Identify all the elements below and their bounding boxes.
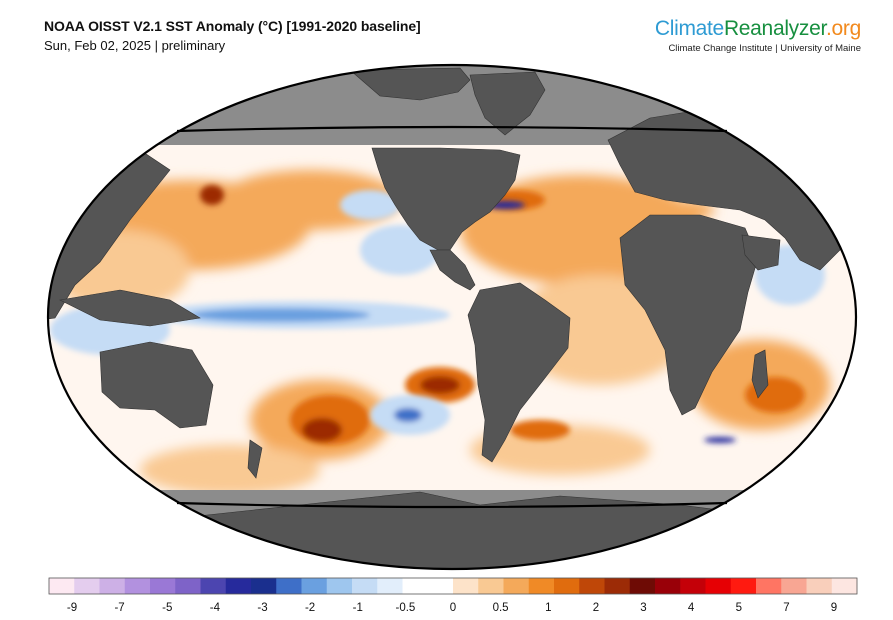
colorbar-swatch [276, 578, 302, 594]
colorbar-tick-label: 0 [450, 602, 456, 614]
colorbar-tick-label: -3 [257, 602, 267, 614]
colorbar-tick-label: 0.5 [493, 602, 509, 614]
colorbar-swatches [49, 578, 858, 594]
colorbar-tick-label: 9 [831, 602, 837, 614]
colorbar-swatch [831, 578, 858, 594]
colorbar-swatch [326, 578, 353, 594]
antarctic-ice-boundary-line [176, 501, 728, 509]
map-globe [48, 65, 856, 569]
colorbar-tick-label: 7 [783, 602, 789, 614]
colorbar-tick-label: -2 [305, 602, 315, 614]
kuroshio-hot-spot [200, 185, 224, 205]
colorbar-swatch [150, 578, 176, 594]
colorbar-swatch [806, 578, 833, 594]
south-atlantic-south-warm-anomaly [470, 425, 650, 475]
colorbar-tick-label: -0.5 [395, 602, 415, 614]
south-pacific-cool-core [394, 408, 422, 422]
landmass-greenland [469, 71, 546, 136]
brand-name-part-1: Climate [654, 17, 724, 40]
landmass-north-america [371, 147, 521, 251]
colorbar-tick-label: -5 [162, 602, 172, 614]
globe-outline [46, 63, 858, 571]
colorbar-tick-label: -7 [114, 602, 124, 614]
colorbar-tick-labels: -9 -7 -5 -4 -3 -2 -1 -0.5 0 0.5 1 2 3 4 5 7 9 [67, 602, 837, 614]
landmass-africa [619, 214, 759, 416]
colorbar-swatch [200, 578, 227, 594]
colorbar-swatch [251, 578, 277, 594]
landmass-australia [99, 341, 214, 429]
brazil-current-warm-anomaly [510, 420, 570, 440]
brand-logo[interactable]: ClimateReanalyzer.org Climate Change Ins… [655, 17, 861, 54]
colorbar-tick-label: 1 [545, 602, 551, 614]
landmass-madagascar [751, 349, 769, 399]
colorbar-swatch [453, 578, 479, 594]
colorbar-tick-label: 2 [593, 602, 599, 614]
colorbar-swatch [756, 578, 782, 594]
colorbar-swatch [528, 578, 555, 594]
colorbar-tick-label: -9 [67, 602, 77, 614]
colorbar-swatch [604, 578, 631, 594]
landmass-maritime-continent [59, 289, 201, 327]
colorbar-swatch [175, 578, 201, 594]
landmass-south-america [467, 282, 571, 463]
landmass-arabian-peninsula [741, 234, 781, 271]
colorbar-swatch [99, 578, 126, 594]
colorbar-tick-label: 4 [688, 602, 695, 614]
map-title: NOAA OISST V2.1 SST Anomaly (°C) [1991-2… [44, 18, 421, 34]
colorbar-swatch [377, 578, 403, 594]
south-pacific-hot-core [302, 418, 342, 442]
colorbar-tick-label: 5 [736, 602, 742, 614]
arctic-ice-boundary-line [176, 125, 728, 133]
colorbar-swatch [74, 578, 100, 594]
colorbar-swatch [225, 578, 252, 594]
colorbar-swatch [427, 578, 454, 594]
cool-anomaly-layer [50, 190, 825, 443]
equatorial-pacific-cool-core [190, 308, 370, 322]
colorbar-swatch [781, 578, 807, 594]
colorbar-frame [48, 577, 858, 595]
colorbar-swatch [301, 578, 328, 594]
colorbar-swatch [629, 578, 656, 594]
brand-name-part-2: Reanalyzer [723, 17, 826, 40]
colorbar-swatch [503, 578, 530, 594]
brand-name-part-3: .org [826, 17, 861, 40]
colorbar-swatch [49, 578, 75, 594]
colorbar-tick-label: 3 [640, 602, 646, 614]
southern-ocean-warm-anomaly [140, 445, 320, 495]
colorbar-tick-label: -1 [353, 602, 363, 614]
brand-subtitle: Climate Change Institute | University of… [668, 43, 861, 54]
colorbar-tick-label: -4 [210, 602, 221, 614]
colorbar-swatch [680, 578, 706, 594]
colorbar-swatch [554, 578, 580, 594]
california-current-cool-anomaly [340, 190, 400, 220]
colorbar-swatch [705, 578, 732, 594]
brand-name: ClimateReanalyzer.org [655, 17, 861, 41]
colorbar-swatch [730, 578, 757, 594]
colorbar-swatch [579, 578, 605, 594]
colorbar-swatch [655, 578, 681, 594]
landmass-new-zealand [247, 439, 263, 479]
map-date-subtitle: Sun, Feb 02, 2025 | preliminary [44, 38, 226, 53]
colorbar-swatch [352, 578, 378, 594]
landmass-central-america [429, 249, 476, 291]
colorbar-swatch [478, 578, 504, 594]
landmass-canadian-arctic [349, 67, 471, 101]
colorbar-swatch [124, 578, 151, 594]
agulhas-cold-filament [704, 437, 736, 443]
southeast-pacific-hot-core [420, 376, 460, 394]
colorbar-swatch [402, 578, 429, 594]
